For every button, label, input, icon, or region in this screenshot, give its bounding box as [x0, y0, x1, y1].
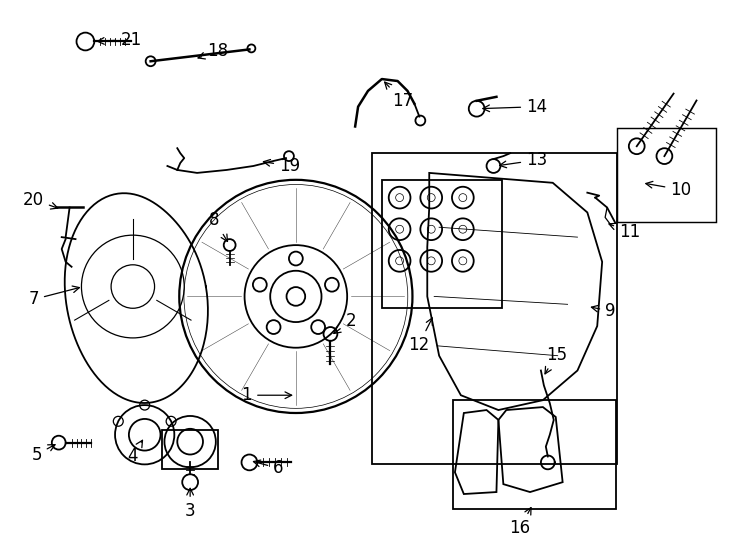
Bar [453, 400, 616, 509]
Text: 4: 4 [127, 440, 142, 465]
Text: 15: 15 [545, 346, 567, 374]
Bar [372, 153, 617, 464]
Text: 13: 13 [500, 151, 548, 169]
Text: 10: 10 [646, 181, 691, 199]
Bar [617, 129, 716, 222]
Text: 21: 21 [98, 31, 142, 49]
Text: 14: 14 [483, 98, 548, 116]
Text: 3: 3 [185, 488, 195, 520]
Text: 1: 1 [241, 386, 291, 404]
Text: 6: 6 [253, 460, 283, 477]
Text: 16: 16 [509, 508, 531, 537]
Text: 19: 19 [264, 157, 300, 175]
Text: 20: 20 [23, 191, 58, 209]
Text: 2: 2 [334, 312, 356, 334]
Bar [382, 180, 502, 308]
Text: 11: 11 [609, 223, 640, 241]
Text: 8: 8 [209, 211, 228, 241]
Text: 17: 17 [385, 82, 413, 110]
Text: 12: 12 [408, 318, 432, 354]
Text: 5: 5 [32, 444, 55, 463]
Text: 18: 18 [198, 42, 228, 60]
Text: 7: 7 [29, 286, 79, 308]
Text: 9: 9 [592, 302, 616, 320]
